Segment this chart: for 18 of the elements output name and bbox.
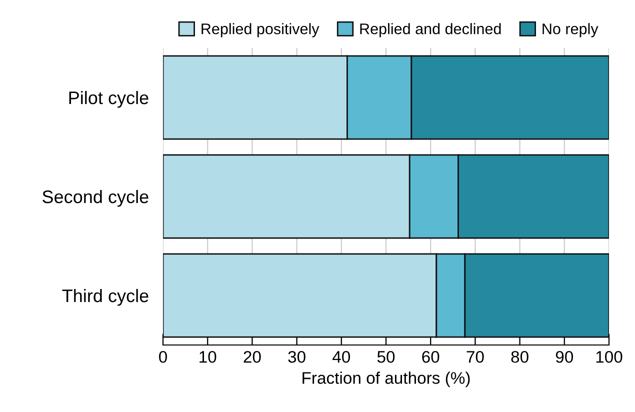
x-tick-label: 50	[377, 350, 395, 363]
y-tick-label: Pilot cycle	[69, 90, 148, 108]
x-tick-label: 20	[244, 350, 261, 363]
x-tick-label: 100	[596, 350, 622, 363]
legend-label: Replied positively	[202, 23, 320, 38]
x-tick-label: 80	[511, 350, 528, 363]
x-tick-label: 10	[200, 350, 216, 363]
x-tick-label: 30	[288, 350, 306, 363]
legend-label: Replied and declined	[360, 23, 501, 38]
x-tick-label: 0	[159, 350, 167, 363]
x-tick-label: 90	[556, 350, 574, 363]
x-tick-label: 70	[466, 350, 484, 363]
x-tick-label: 40	[332, 350, 350, 363]
y-tick-label: Third cycle	[62, 288, 148, 306]
legend-label: No reply	[542, 23, 598, 38]
x-axis-title: Fraction of authors (%)	[302, 372, 470, 388]
x-tick-label: 60	[422, 350, 440, 363]
y-tick-label: Second cycle	[42, 190, 148, 207]
